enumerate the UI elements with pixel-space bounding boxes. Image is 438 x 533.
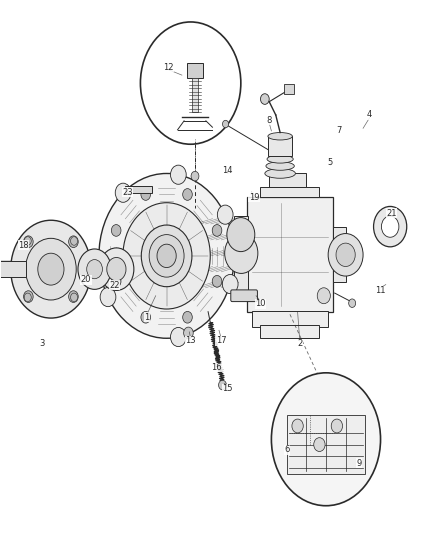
Circle shape: [141, 225, 192, 287]
Circle shape: [71, 237, 78, 245]
Circle shape: [69, 236, 78, 247]
Circle shape: [107, 257, 126, 281]
Circle shape: [123, 203, 210, 309]
Text: 17: 17: [216, 336, 226, 345]
Bar: [247, 197, 332, 312]
Text: 5: 5: [328, 158, 333, 167]
Circle shape: [212, 224, 222, 236]
Text: 8: 8: [266, 116, 272, 125]
Circle shape: [349, 299, 356, 308]
Text: 11: 11: [375, 286, 386, 295]
Bar: [192, 78, 198, 112]
Bar: [252, 311, 328, 327]
Bar: [187, 63, 203, 78]
Text: 6: 6: [284, 446, 290, 455]
Bar: [0, 261, 25, 277]
Circle shape: [157, 244, 176, 268]
Circle shape: [141, 189, 151, 200]
Text: 16: 16: [212, 363, 222, 372]
Circle shape: [331, 419, 343, 433]
Circle shape: [212, 276, 222, 287]
Bar: [261, 325, 319, 338]
Ellipse shape: [268, 133, 292, 140]
Circle shape: [87, 260, 102, 279]
Circle shape: [71, 293, 78, 302]
Text: 12: 12: [163, 63, 174, 71]
Circle shape: [328, 233, 363, 276]
Circle shape: [24, 293, 31, 302]
Text: 18: 18: [18, 241, 29, 250]
Bar: [125, 185, 152, 193]
Text: 14: 14: [223, 166, 233, 175]
Circle shape: [223, 274, 238, 294]
Text: 10: 10: [255, 299, 266, 308]
Circle shape: [381, 216, 399, 237]
Circle shape: [111, 224, 121, 236]
Text: 23: 23: [122, 188, 133, 197]
Circle shape: [149, 235, 184, 277]
Circle shape: [219, 380, 226, 390]
Circle shape: [99, 173, 234, 338]
Text: 21: 21: [386, 209, 397, 218]
Bar: [268, 136, 292, 157]
Bar: [287, 415, 365, 474]
Circle shape: [141, 311, 151, 323]
Circle shape: [336, 243, 355, 266]
Circle shape: [38, 253, 64, 285]
Bar: [269, 173, 306, 187]
Text: 15: 15: [223, 384, 233, 393]
Ellipse shape: [267, 155, 293, 163]
Text: 22: 22: [109, 280, 120, 289]
Circle shape: [261, 94, 269, 104]
Text: 19: 19: [249, 193, 259, 202]
Circle shape: [25, 238, 76, 300]
Circle shape: [217, 205, 233, 224]
Circle shape: [11, 220, 91, 318]
Text: 9: 9: [356, 459, 361, 467]
Text: 3: 3: [39, 339, 45, 348]
Circle shape: [99, 248, 134, 290]
Bar: [332, 227, 346, 282]
Text: 1: 1: [145, 312, 150, 321]
FancyBboxPatch shape: [231, 290, 258, 302]
Text: 7: 7: [336, 126, 342, 135]
Circle shape: [227, 217, 255, 252]
Bar: [261, 187, 319, 197]
Circle shape: [24, 236, 33, 247]
Circle shape: [223, 120, 229, 128]
Circle shape: [314, 438, 325, 451]
Text: 2: 2: [297, 339, 302, 348]
Circle shape: [111, 276, 121, 287]
Text: 20: 20: [81, 275, 91, 284]
Circle shape: [184, 327, 193, 339]
Circle shape: [170, 327, 186, 346]
Circle shape: [272, 373, 381, 506]
Ellipse shape: [266, 162, 294, 170]
Circle shape: [24, 237, 31, 245]
Circle shape: [24, 290, 33, 302]
Text: 13: 13: [185, 336, 196, 345]
Circle shape: [69, 290, 78, 302]
Circle shape: [115, 183, 131, 203]
Bar: [285, 84, 294, 94]
Circle shape: [225, 233, 258, 273]
Circle shape: [170, 165, 186, 184]
Bar: [234, 216, 248, 290]
Circle shape: [78, 249, 111, 289]
Circle shape: [191, 171, 199, 181]
Circle shape: [183, 311, 192, 323]
Text: 4: 4: [367, 110, 372, 119]
Circle shape: [292, 419, 303, 433]
Circle shape: [317, 288, 330, 304]
Circle shape: [183, 189, 192, 200]
Circle shape: [100, 287, 116, 306]
Circle shape: [374, 206, 407, 247]
Ellipse shape: [265, 168, 295, 178]
